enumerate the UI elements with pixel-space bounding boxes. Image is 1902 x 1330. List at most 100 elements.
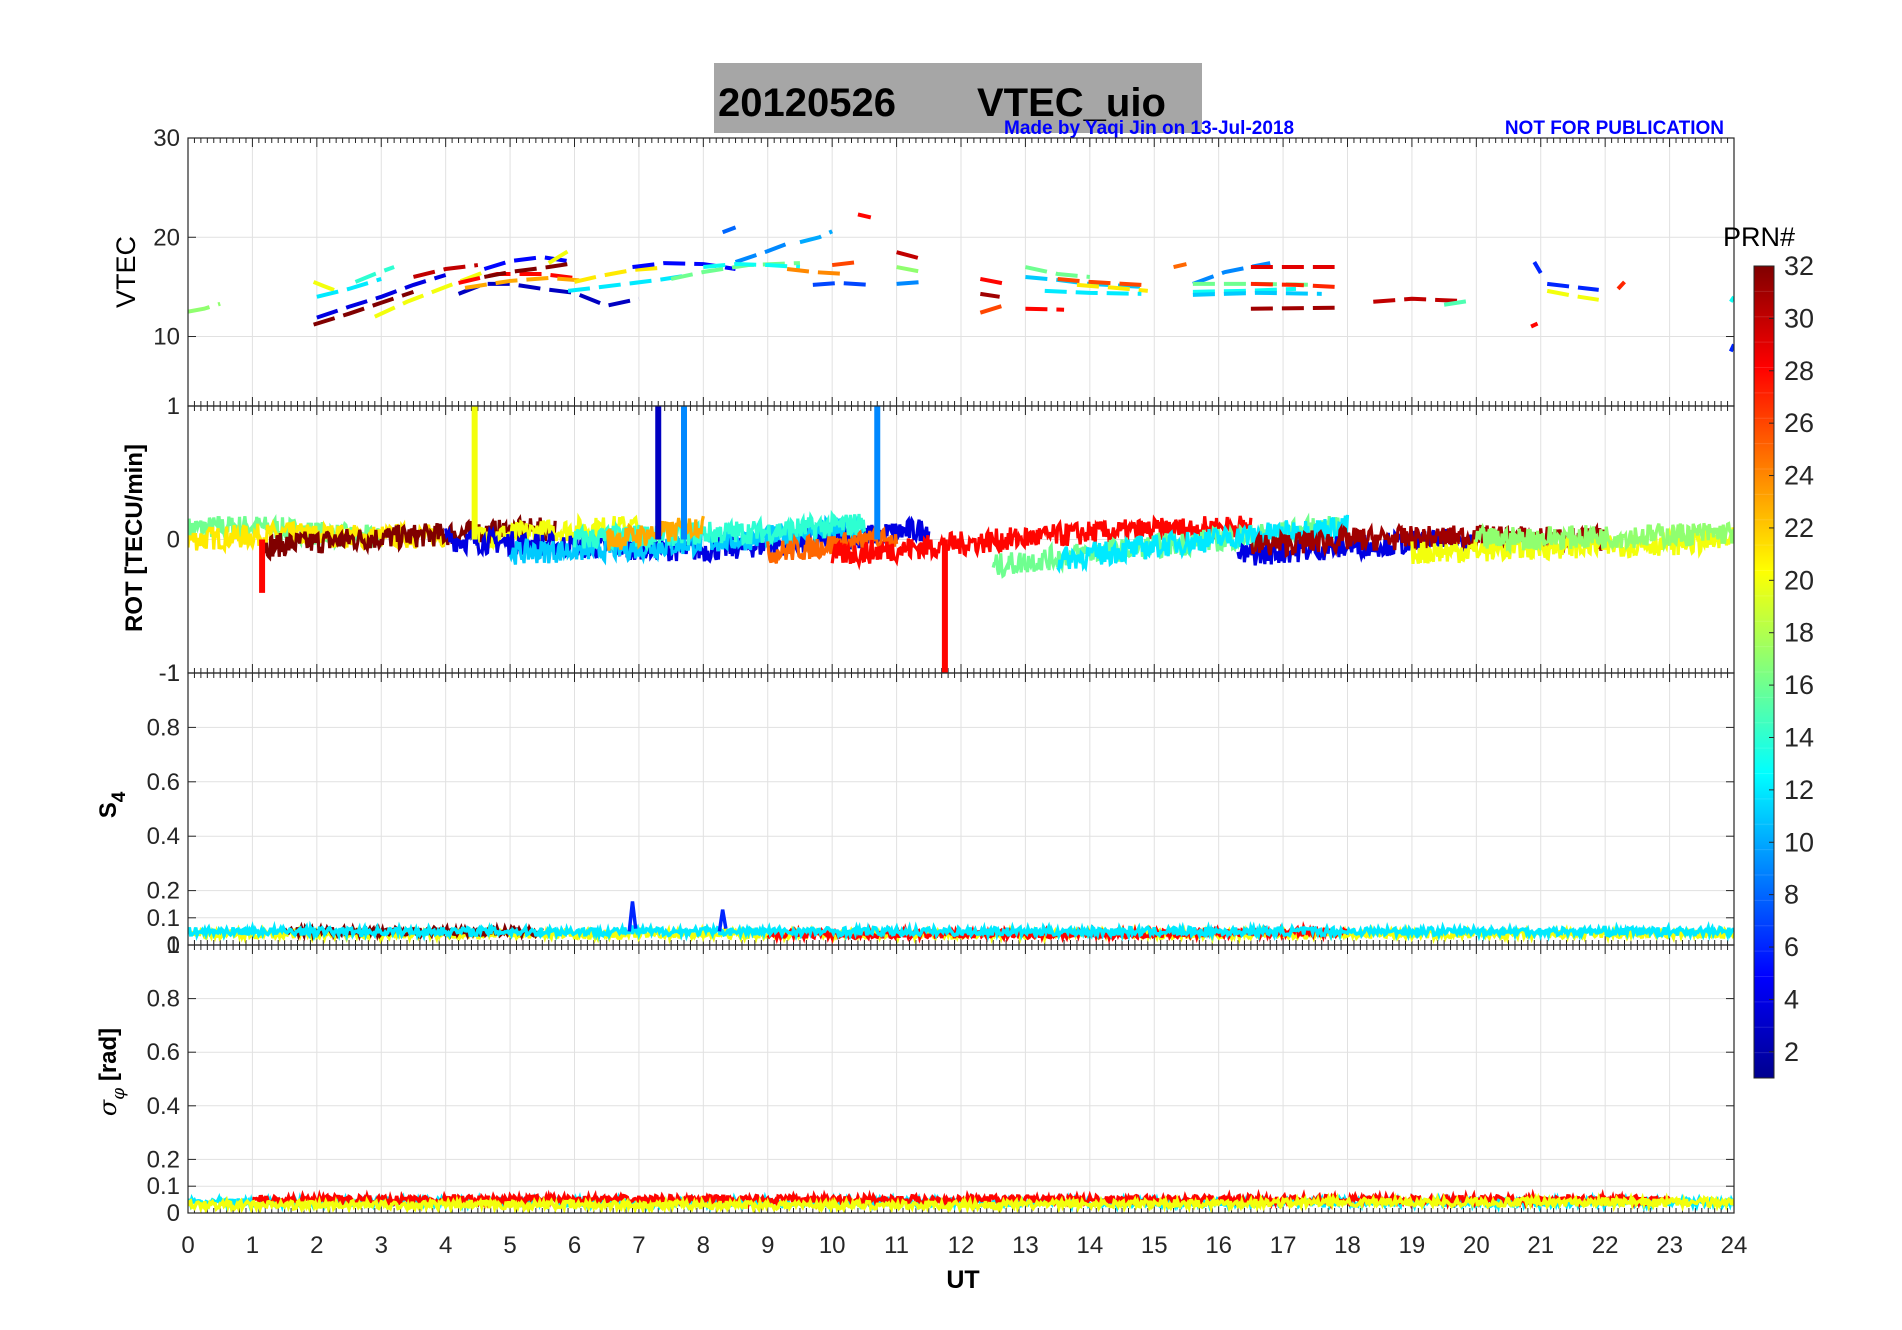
colorbar-tick-label: 20 (1784, 565, 1814, 595)
sigma-plot-area (188, 1188, 1734, 1213)
x-tick-label: 5 (503, 1232, 516, 1259)
colorbar-ramp (1754, 266, 1774, 1078)
sigma-phi-ylabel: σφ [rad] (94, 1028, 129, 1116)
y-tick-label: 0.8 (147, 714, 180, 741)
title-name: VTEC_uio (977, 81, 1166, 125)
vtec-ylabel: VTEC (111, 236, 141, 308)
credit-notice: NOT FOR PUBLICATION (1505, 118, 1724, 139)
x-tick-label: 13 (1012, 1232, 1039, 1259)
x-tick-label: 7 (632, 1232, 645, 1259)
s4-peak (627, 901, 638, 932)
vtec-series-line (1546, 281, 1599, 292)
colorbar-tick-label: 10 (1784, 827, 1814, 857)
vtec-series-line (896, 279, 923, 286)
colorbar-tick-label: 18 (1784, 618, 1814, 648)
x-tick-label: 16 (1205, 1232, 1232, 1259)
vtec-series-line (1616, 280, 1626, 291)
y-tick-label: 1 (167, 660, 180, 687)
x-tick-label: 20 (1463, 1232, 1490, 1259)
x-tick-label: 19 (1399, 1232, 1426, 1259)
s4-ylabel: S4 (95, 791, 130, 818)
vtec-series-line (799, 229, 834, 245)
vtec-series-line (980, 291, 1000, 299)
vtec-series-line (1373, 296, 1458, 304)
colorbar-tick-label: 22 (1784, 513, 1814, 543)
y-tick-label: 0.6 (147, 1039, 180, 1066)
s4-peak (717, 909, 728, 932)
s4-series-line (188, 920, 1734, 943)
vtec-series-line (1443, 298, 1471, 307)
vtec-series-line (786, 267, 846, 276)
x-tick-label: 24 (1721, 1232, 1748, 1259)
y-tick-label: 30 (153, 125, 180, 152)
x-tick-label: 8 (697, 1232, 710, 1259)
y-tick-label: 0.8 (147, 986, 180, 1013)
colorbar-tick-label: 24 (1784, 461, 1814, 491)
vtec-series-line (703, 262, 801, 270)
x-tick-label: 0 (181, 1232, 194, 1259)
vtec-series-line (547, 249, 570, 265)
colorbar-tick-label: 32 (1784, 251, 1814, 281)
vtec-series-line (1530, 321, 1539, 329)
x-tick-label: 6 (568, 1232, 581, 1259)
vtec-series-line (313, 289, 415, 327)
sigma-series-line (188, 1192, 1734, 1213)
vtec-series-line (979, 302, 1007, 315)
vtec-series-line (896, 265, 923, 274)
s4-plot-area (188, 901, 1734, 945)
rot-plot-area (188, 406, 1734, 673)
colorbar-tick-label: 4 (1784, 984, 1799, 1014)
vtec-series-line (483, 261, 575, 279)
x-tick-label: 17 (1270, 1232, 1297, 1259)
rot-series-line (1474, 521, 1734, 556)
y-tick-label: 0 (167, 932, 180, 959)
x-tick-label: 2 (310, 1232, 323, 1259)
colorbar-tick-label: 28 (1784, 356, 1814, 386)
vtec-series-line (721, 225, 737, 235)
vtec-series-line (483, 255, 575, 271)
rot-series-line (605, 515, 705, 551)
colorbar-tick-label: 6 (1784, 932, 1799, 962)
y-tick-label: 0.4 (147, 1093, 180, 1120)
y-tick-label: 0 (167, 527, 180, 554)
x-tick-label: 23 (1656, 1232, 1683, 1259)
y-tick-label: 1 (167, 932, 180, 959)
y-tick-label: 20 (153, 224, 180, 251)
vtec-series-line (1025, 306, 1065, 312)
y-tick-label: 0.2 (147, 1146, 180, 1173)
colorbar-tick-label: 12 (1784, 775, 1814, 805)
sigma-phi-panel: 0 0.10.2 0.4 0.6 0.8 1 (147, 932, 1735, 1227)
vtec-series-line (312, 280, 337, 293)
y-tick-label: 0.1 (147, 1173, 180, 1200)
x-tick-label: 9 (761, 1232, 774, 1259)
x-tick-label: 18 (1334, 1232, 1361, 1259)
vtec-plot-area (188, 212, 1734, 353)
x-tick-label: 15 (1141, 1232, 1168, 1259)
vtec-series-line (812, 280, 871, 287)
colorbar-title: PRN# (1723, 222, 1795, 252)
vtec-series-line (1546, 288, 1600, 302)
x-tick-label: 14 (1076, 1232, 1103, 1259)
colorbar-tick-label: 30 (1784, 303, 1814, 333)
vtec-series-line (1192, 290, 1322, 297)
vtec-series-line (567, 273, 691, 293)
y-tick-label: 10 (153, 324, 180, 351)
x-tick-label: 1 (246, 1232, 259, 1259)
vtec-series-line (632, 261, 736, 271)
vtec-series-line (1173, 262, 1187, 269)
colorbar-tick-label: 16 (1784, 670, 1814, 700)
sigma-axes-box (187, 944, 1735, 1214)
vtec-series-line (1532, 261, 1543, 275)
vtec-series-line (1250, 281, 1335, 289)
x-tick-labels: 0 1 2 3 4 5 6 7 8 9 10 11 12 13 14 15 16 17 18 19 20 21 22 23 24 (181, 1232, 1747, 1259)
vtec-series-line (464, 275, 588, 290)
s4-panel: 00.10.2 0.4 0.6 0.8 1 (147, 660, 1735, 959)
colorbar-tick-label: 14 (1784, 722, 1814, 752)
svg-text:σφ [rad]: σφ [rad] (94, 1028, 129, 1116)
x-tick-label: 22 (1592, 1232, 1619, 1259)
rot-series-line (830, 514, 1253, 571)
vtec-series-line (412, 263, 479, 279)
y-tick-label: 0.6 (147, 769, 180, 796)
